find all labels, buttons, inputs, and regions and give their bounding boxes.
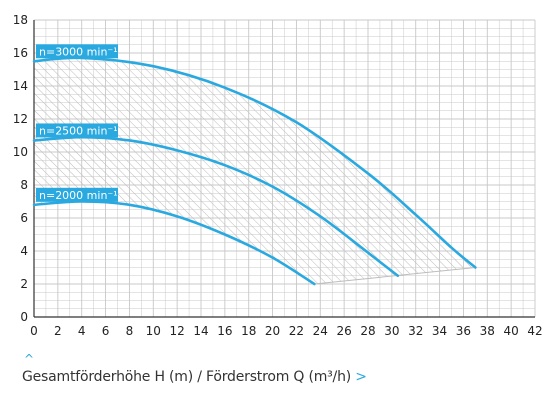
x-tick-label: 22: [289, 324, 304, 338]
series-label-text: n=2000 min⁻¹: [39, 189, 118, 202]
y-tick-label: 14: [13, 79, 28, 93]
x-tick-label: 0: [30, 324, 38, 338]
series-label-badge: [36, 123, 118, 138]
end-boundary-line: [314, 267, 476, 285]
x-tick-label: 12: [170, 324, 185, 338]
x-tick-label: 2: [54, 324, 62, 338]
chart-caption: Gesamtförderhöhe H (m) / Förderstrom Q (…: [22, 369, 367, 385]
x-tick-label: 14: [193, 324, 208, 338]
x-tick-label: 28: [360, 324, 375, 338]
x-tick-label: 40: [504, 324, 519, 338]
y-tick-label: 8: [20, 178, 28, 192]
x-tick-label: 10: [146, 324, 161, 338]
x-tick-label: 36: [456, 324, 471, 338]
series-label-text: n=2500 min⁻¹: [39, 124, 118, 137]
y-tick-label: 10: [13, 145, 28, 159]
chevron-right-icon[interactable]: >: [355, 369, 367, 385]
series-labels: n=3000 min⁻¹ n=2500 min⁻¹ n=2000 min⁻¹: [36, 44, 118, 202]
series-line-1: [32, 56, 477, 269]
caption-text: Gesamtförderhöhe H (m) / Förderstrom Q (…: [22, 369, 352, 385]
x-tick-labels: 0 2 4 6 8 10 12 14 16 18 20 22 24 26 28 30 32 34 36 38 40 42: [30, 324, 542, 338]
series-label-badge: [36, 44, 118, 59]
y-tick-label: 4: [20, 244, 28, 258]
x-tick-label: 18: [241, 324, 256, 338]
x-tick-label: 30: [384, 324, 399, 338]
x-tick-label: 6: [102, 324, 110, 338]
series-label-badge: [36, 187, 118, 202]
x-tick-label: 34: [432, 324, 447, 338]
y-tick-label: 2: [20, 277, 28, 291]
x-tick-label: 38: [480, 324, 495, 338]
y-tick-label: 18: [13, 13, 28, 27]
y-tick-labels: 0 2 4 6 8 10 12 14 16 18: [13, 13, 28, 324]
x-tick-label: 32: [408, 324, 423, 338]
operating-range-hatch: [34, 57, 476, 285]
axes: [33, 20, 535, 318]
series-label-text: n=3000 min⁻¹: [39, 45, 118, 58]
x-tick-label: 16: [217, 324, 232, 338]
series-label-2: n=2500 min⁻¹: [36, 123, 118, 138]
series-label-3: n=2000 min⁻¹: [36, 187, 118, 202]
y-tick-label: 16: [13, 46, 28, 60]
y-tick-label: 0: [20, 310, 28, 324]
y-tick-label: 12: [13, 112, 28, 126]
x-tick-label: 4: [78, 324, 86, 338]
x-tick-label: 8: [126, 324, 134, 338]
x-tick-label: 24: [313, 324, 328, 338]
x-tick-label: 42: [527, 324, 542, 338]
collapse-caret-icon[interactable]: ^: [24, 352, 35, 366]
y-tick-label: 6: [20, 211, 28, 225]
x-tick-label: 20: [265, 324, 280, 338]
series-label-1: n=3000 min⁻¹: [36, 44, 118, 59]
x-tick-label: 26: [337, 324, 352, 338]
